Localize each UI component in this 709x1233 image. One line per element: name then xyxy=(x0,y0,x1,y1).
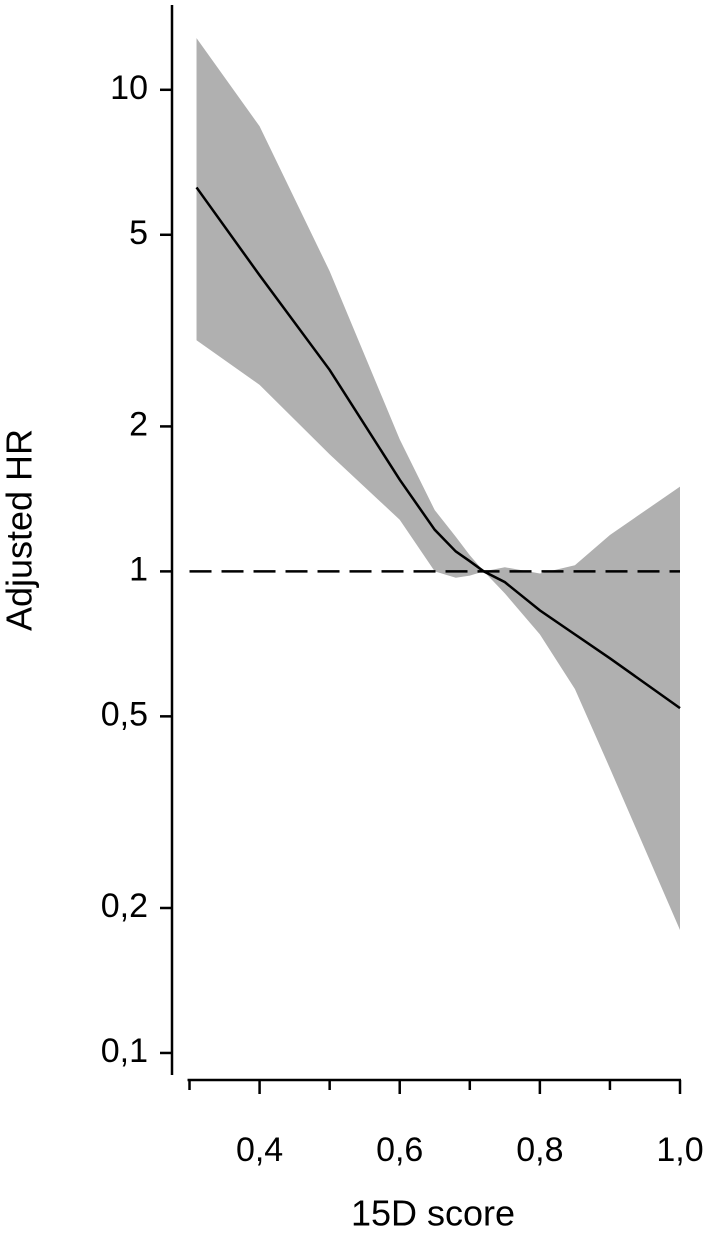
x-tick-label: 0,4 xyxy=(236,1131,283,1169)
y-tick-label: 0,1 xyxy=(101,1032,148,1070)
x-tick-label: 0,8 xyxy=(516,1131,563,1169)
y-tick-label: 10 xyxy=(110,69,148,107)
x-tick-label: 0,6 xyxy=(376,1131,423,1169)
y-tick-label: 0,5 xyxy=(101,695,148,733)
y-tick-label: 0,2 xyxy=(101,887,148,925)
y-tick-label: 2 xyxy=(129,405,148,443)
y-tick-label: 5 xyxy=(129,214,148,252)
hr-line xyxy=(195,186,681,710)
x-axis-label: 15D score xyxy=(351,1193,515,1233)
y-axis-label: Adjusted HR xyxy=(0,429,40,631)
confidence-band xyxy=(196,38,680,931)
x-tick-label: 1,0 xyxy=(656,1131,703,1169)
y-tick-label: 1 xyxy=(129,550,148,588)
